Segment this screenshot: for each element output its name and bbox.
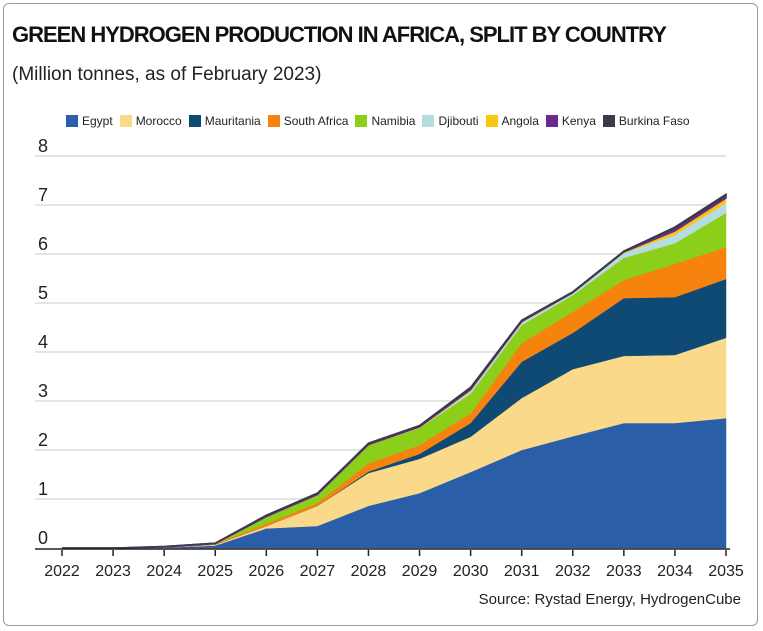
legend-label: Mauritania (204, 114, 261, 128)
legend-swatch (485, 115, 498, 127)
x-tick-label: 2034 (657, 563, 693, 580)
x-tick-label: 2033 (606, 563, 642, 580)
x-tick-label: 2023 (95, 563, 131, 580)
legend-swatch (267, 115, 280, 127)
chart-frame (3, 3, 758, 626)
legend-swatch (545, 115, 558, 127)
x-tick-label: 2026 (249, 563, 285, 580)
legend-label: South Africa (283, 114, 349, 128)
chart-title: GREEN HYDROGEN PRODUCTION IN AFRICA, SPL… (12, 22, 667, 47)
legend-label: Burkina Faso (618, 114, 690, 128)
legend-swatch (119, 115, 132, 127)
y-tick-label: 3 (38, 381, 48, 401)
x-tick-label: 2032 (555, 563, 591, 580)
legend: Egypt Morocco Mauritania South Africa Namibi… (66, 114, 746, 128)
y-tick-label: 5 (38, 283, 48, 303)
legend-swatch (66, 115, 78, 127)
legend-label: Namibia (371, 114, 416, 128)
legend-label: Morocco (135, 114, 182, 128)
legend-label: Djibouti (438, 114, 479, 128)
legend-item: Djibouti (422, 114, 479, 128)
chart-subtitle: (Million tonnes, as of February 2023) (12, 64, 322, 85)
legend-item: Morocco (119, 114, 182, 128)
legend-item: South Africa (267, 114, 349, 128)
y-tick-label: 4 (38, 332, 48, 352)
legend-item: Angola (485, 114, 539, 128)
x-tick-label: 2035 (708, 563, 744, 580)
y-tick-label: 7 (38, 185, 48, 205)
legend-swatch (602, 115, 615, 127)
y-tick-label: 6 (38, 234, 48, 254)
y-tick-label: 8 (38, 136, 48, 156)
y-tick-label: 0 (38, 528, 48, 548)
legend-item: Egypt (66, 114, 113, 128)
legend-swatch (188, 115, 201, 127)
legend-label: Angola (501, 114, 539, 128)
legend-item: Kenya (545, 114, 596, 128)
x-tick-label: 2024 (146, 563, 182, 580)
x-tick-label: 2028 (351, 563, 387, 580)
x-tick-label: 2022 (44, 563, 80, 580)
x-tick-label: 2025 (197, 563, 233, 580)
legend-swatch (422, 115, 435, 127)
legend-item: Mauritania (188, 114, 261, 128)
legend-swatch (355, 115, 368, 127)
y-tick-label: 2 (38, 430, 48, 450)
x-tick-label: 2031 (504, 563, 540, 580)
y-tick-label: 1 (38, 479, 48, 499)
legend-item: Namibia (355, 114, 415, 128)
legend-label: Egypt (82, 114, 113, 128)
source-note: Source: Rystad Energy, HydrogenCube (478, 591, 741, 608)
x-tick-label: 2030 (453, 563, 489, 580)
x-tick-label: 2027 (300, 563, 336, 580)
legend-item: Burkina Faso (602, 114, 690, 128)
area-burkina-faso (62, 192, 727, 549)
x-tick-label: 2029 (402, 563, 438, 580)
legend-label: Kenya (561, 114, 596, 128)
